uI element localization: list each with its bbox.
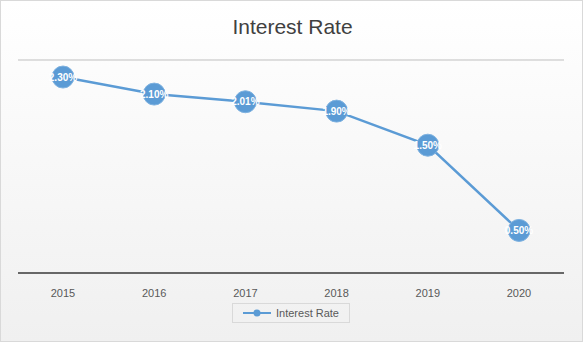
svg-text:1.50%: 1.50% [414,140,442,151]
html-text:Interest Rate: Interest Rate [276,307,339,319]
svg-text:2020: 2020 [507,287,531,299]
svg-text:2017: 2017 [233,287,257,299]
svg-text:2.30%: 2.30% [49,72,77,83]
html-text:Interest Rate: Interest Rate [232,15,353,38]
svg-text:0.50%: 0.50% [505,225,533,236]
svg-text:2015: 2015 [51,287,75,299]
svg-text:2019: 2019 [416,287,440,299]
svg-text:2016: 2016 [142,287,166,299]
svg-text:2.10%: 2.10% [140,89,168,100]
svg-text:2018: 2018 [324,287,348,299]
svg-text:1.90%: 1.90% [322,106,350,117]
svg-text:2.01%: 2.01% [231,96,259,107]
